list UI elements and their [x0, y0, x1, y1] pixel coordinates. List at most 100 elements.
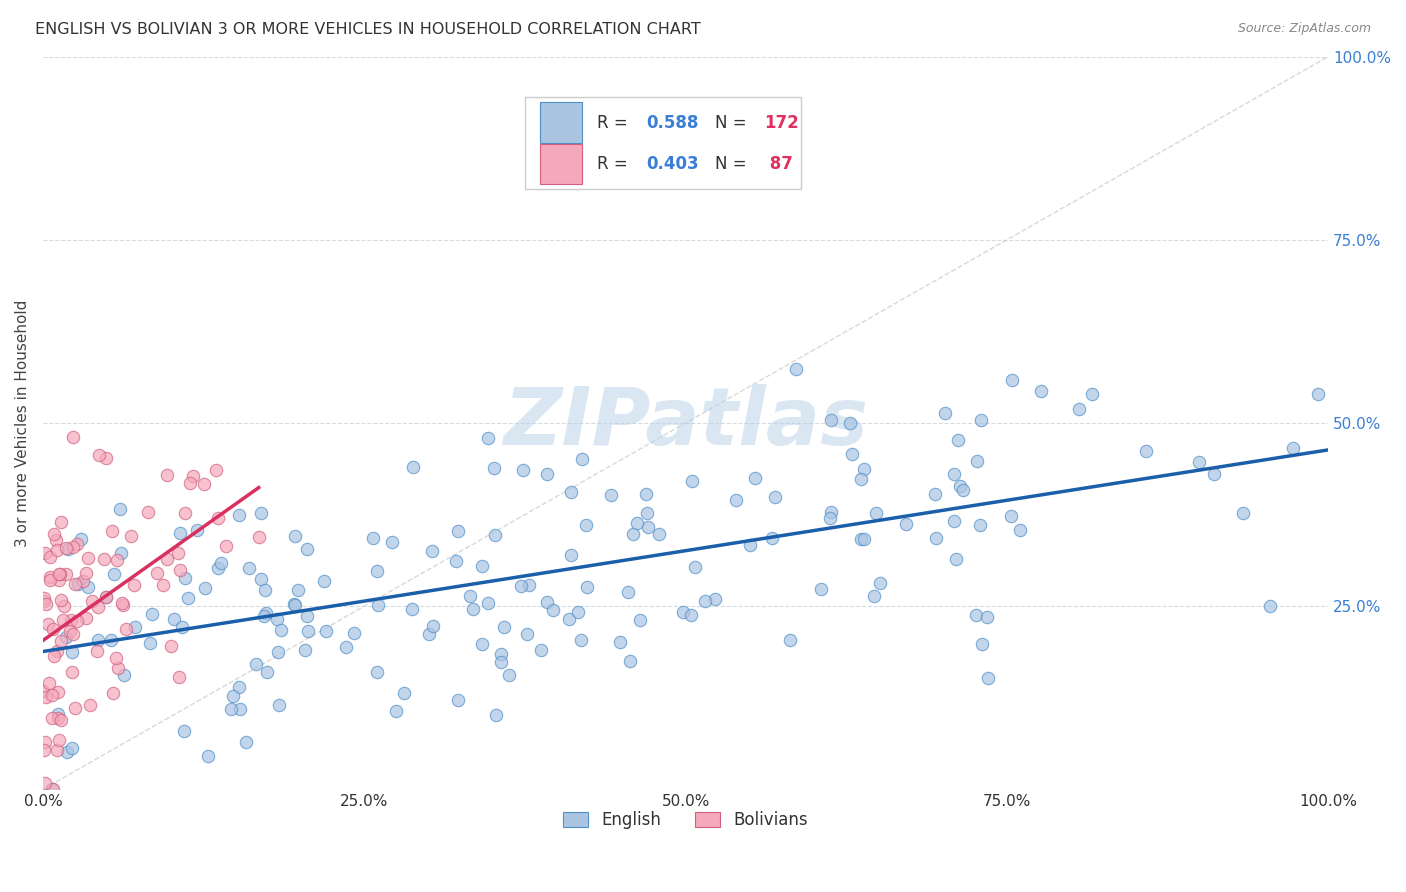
- Point: [167, 546, 190, 560]
- Point: [49, 713, 72, 727]
- Point: [949, 479, 972, 493]
- Point: [67, 577, 90, 591]
- Point: [609, 634, 631, 648]
- Point: [77, 580, 100, 594]
- Point: [557, 612, 579, 626]
- Point: [39, 573, 62, 587]
- Point: [45, 543, 67, 558]
- Point: [86, 644, 108, 658]
- Point: [1282, 441, 1305, 455]
- Point: [77, 550, 100, 565]
- Point: [287, 582, 309, 597]
- Point: [724, 493, 747, 508]
- Point: [245, 657, 267, 672]
- Point: [146, 566, 169, 580]
- Point: [1031, 384, 1053, 399]
- Point: [60, 644, 83, 658]
- Point: [779, 633, 801, 648]
- Point: [152, 578, 174, 592]
- Point: [235, 734, 257, 748]
- Y-axis label: 3 or more Vehicles in Household: 3 or more Vehicles in Household: [15, 299, 30, 547]
- Point: [851, 472, 873, 486]
- Point: [366, 665, 388, 679]
- Point: [56, 745, 79, 759]
- Point: [461, 602, 484, 616]
- Point: [101, 686, 124, 700]
- Point: [59, 624, 82, 639]
- Point: [1008, 523, 1031, 537]
- Point: [972, 637, 994, 651]
- Point: [853, 461, 876, 475]
- Point: [965, 608, 987, 623]
- Point: [820, 412, 842, 426]
- Point: [205, 463, 228, 477]
- Point: [80, 593, 103, 607]
- Text: R =: R =: [598, 113, 633, 132]
- Point: [87, 599, 110, 614]
- Point: [197, 748, 219, 763]
- Point: [647, 527, 669, 541]
- Point: [46, 711, 69, 725]
- Point: [173, 571, 195, 585]
- Point: [105, 651, 128, 665]
- Point: [37, 616, 59, 631]
- Point: [335, 640, 357, 655]
- Point: [103, 566, 125, 581]
- Point: [247, 530, 270, 544]
- Point: [447, 693, 470, 707]
- Point: [267, 645, 290, 659]
- Point: [46, 706, 69, 721]
- Point: [744, 471, 766, 485]
- FancyBboxPatch shape: [540, 103, 582, 143]
- Point: [136, 504, 159, 518]
- Point: [683, 559, 706, 574]
- Point: [444, 554, 467, 568]
- Point: [173, 723, 195, 738]
- Point: [177, 591, 200, 605]
- Point: [34, 546, 56, 560]
- Point: [75, 566, 97, 580]
- Point: [446, 524, 468, 538]
- Point: [38, 550, 60, 565]
- Point: [254, 582, 277, 597]
- Point: [402, 459, 425, 474]
- Point: [543, 603, 565, 617]
- Point: [209, 556, 232, 570]
- Point: [934, 406, 956, 420]
- Point: [966, 454, 988, 468]
- Point: [46, 644, 69, 658]
- Text: ENGLISH VS BOLIVIAN 3 OR MORE VEHICLES IN HOUSEHOLD CORRELATION CHART: ENGLISH VS BOLIVIAN 3 OR MORE VEHICLES I…: [35, 22, 702, 37]
- Text: N =: N =: [716, 155, 752, 173]
- Point: [284, 599, 307, 613]
- Point: [634, 486, 657, 500]
- Point: [530, 643, 553, 657]
- Point: [63, 700, 86, 714]
- Point: [32, 683, 55, 698]
- Point: [41, 710, 63, 724]
- Point: [62, 430, 84, 444]
- Point: [943, 467, 966, 482]
- Point: [256, 665, 278, 679]
- Point: [863, 589, 886, 603]
- Point: [55, 630, 77, 644]
- Point: [925, 531, 948, 545]
- Point: [238, 561, 260, 575]
- Point: [87, 632, 110, 647]
- Point: [156, 551, 179, 566]
- Point: [111, 599, 134, 613]
- Point: [536, 595, 558, 609]
- Point: [810, 582, 832, 596]
- Point: [219, 701, 242, 715]
- Text: N =: N =: [716, 113, 752, 132]
- Point: [569, 632, 592, 647]
- Point: [48, 733, 70, 747]
- Point: [1135, 444, 1157, 458]
- Point: [38, 676, 60, 690]
- Point: [34, 776, 56, 790]
- Point: [820, 505, 842, 519]
- Point: [343, 626, 366, 640]
- Point: [1232, 506, 1254, 520]
- Point: [297, 608, 319, 623]
- Text: 172: 172: [763, 113, 799, 132]
- Point: [60, 665, 83, 679]
